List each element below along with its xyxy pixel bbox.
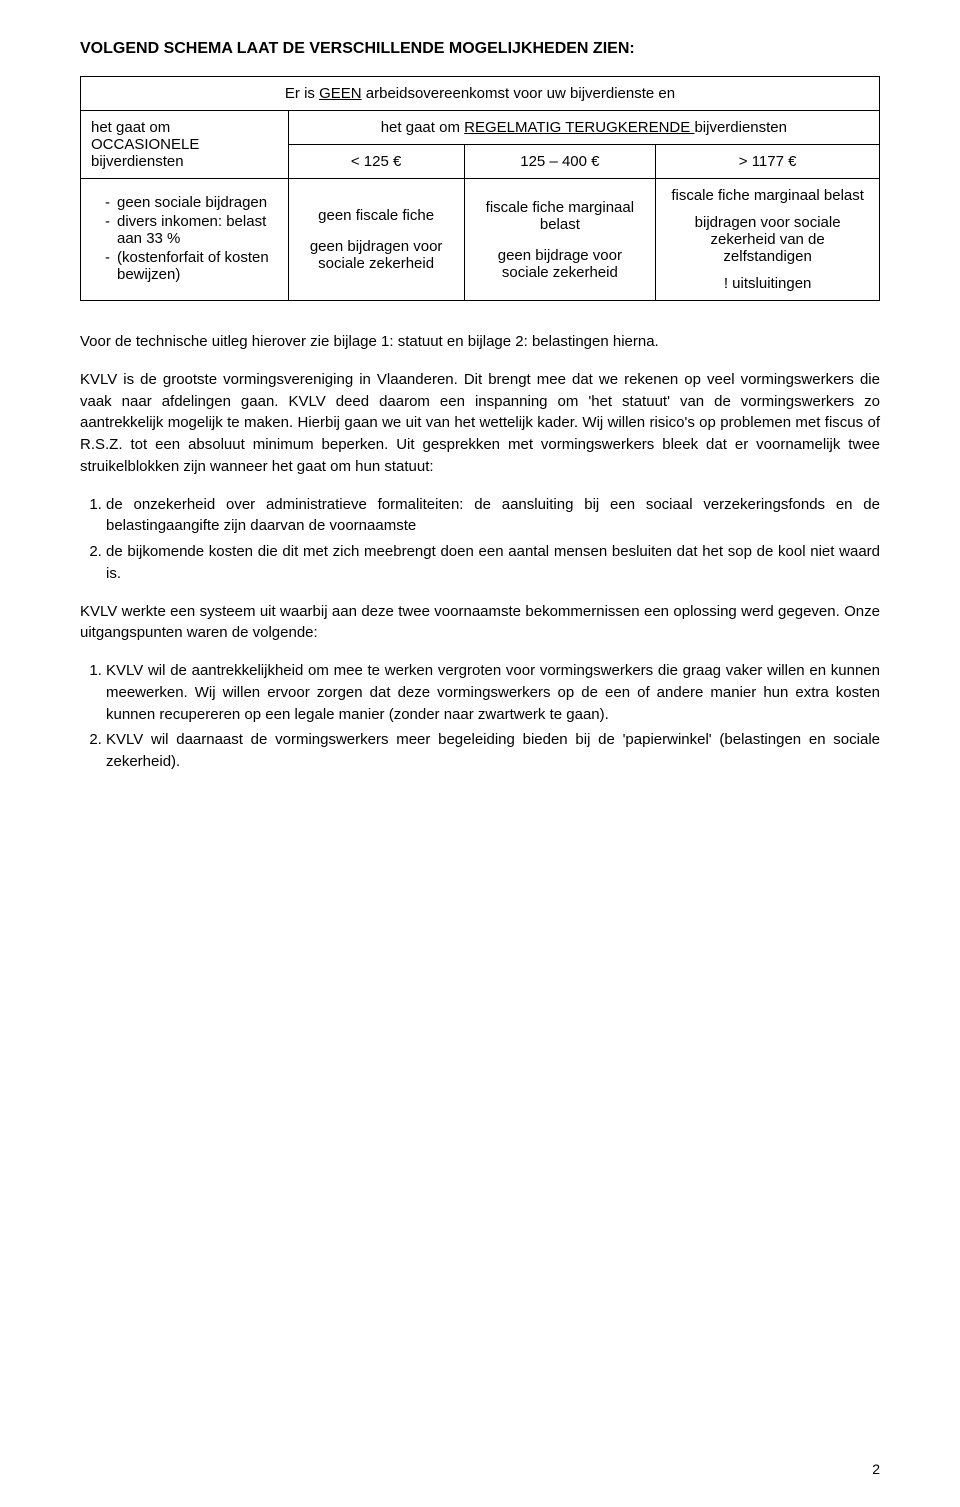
cell-a-top: geen fiscale fiche [299,207,454,224]
cell-b-bot: geen bijdrage voor sociale zekerheid [475,247,646,281]
col1-header: het gaat om OCCASIONELE bijverdiensten [81,111,289,179]
range-b: 125 – 400 € [464,145,656,179]
row-left-item: divers inkomen: belast aan 33 % [105,213,278,247]
range-a: < 125 € [288,145,464,179]
cell-c-bot: ! uitsluitingen [666,275,869,292]
cell-b: fiscale fiche marginaal belast geen bijd… [464,179,656,301]
row-left-item: (kostenforfait of kosten bewijzen) [105,249,278,283]
page-heading: VOLGEND SCHEMA LAAT DE VERSCHILLENDE MOG… [80,40,880,58]
page-number: 2 [872,1461,880,1477]
regelmatig-underlined: REGELMATIG TERUGKERENDE [464,119,694,136]
document-page: VOLGEND SCHEMA LAAT DE VERSCHILLENDE MOG… [0,0,960,1507]
row-left-list: geen sociale bijdragen divers inkomen: b… [81,179,289,301]
list-item: KVLV wil daarnaast de vormingswerkers me… [106,729,880,773]
list-1: de onzekerheid over administratieve form… [80,494,880,585]
list-item: de bijkomende kosten die dit met zich me… [106,541,880,585]
list-item: KVLV wil de aantrekkelijkheid om mee te … [106,660,880,725]
col2-header: het gaat om REGELMATIG TERUGKERENDE bijv… [288,111,879,145]
regelmatig-prefix: het gaat om [381,119,464,136]
cell-a: geen fiscale fiche geen bijdragen voor s… [288,179,464,301]
regelmatig-suffix: bijverdiensten [694,119,787,136]
top-prefix: Er is [285,85,319,102]
cell-b-top: fiscale fiche marginaal belast [475,199,646,233]
table-row: geen sociale bijdragen divers inkomen: b… [81,179,880,301]
schema-table: Er is GEEN arbeidsovereenkomst voor uw b… [80,76,880,301]
top-underlined: GEEN [319,85,362,102]
body-text: Voor de technische uitleg hierover zie b… [80,331,880,773]
paragraph-3: KVLV werkte een systeem uit waarbij aan … [80,601,880,645]
list-item: de onzekerheid over administratieve form… [106,494,880,538]
cell-c-mid: bijdragen voor sociale zekerheid van de … [666,214,869,265]
top-merged-cell: Er is GEEN arbeidsovereenkomst voor uw b… [81,77,880,111]
paragraph-1: Voor de technische uitleg hierover zie b… [80,331,880,353]
cell-c-top: fiscale fiche marginaal belast [666,187,869,204]
paragraph-2: KVLV is de grootste vormingsvereniging i… [80,369,880,478]
top-suffix: arbeidsovereenkomst voor uw bijverdienst… [362,85,676,102]
cell-a-bot: geen bijdragen voor sociale zekerheid [299,238,454,272]
list-2: KVLV wil de aantrekkelijkheid om mee te … [80,660,880,773]
table-row: Er is GEEN arbeidsovereenkomst voor uw b… [81,77,880,111]
row-left-item: geen sociale bijdragen [105,194,278,211]
table-row: het gaat om OCCASIONELE bijverdiensten h… [81,111,880,145]
range-c: > 1177 € [656,145,880,179]
cell-c: fiscale fiche marginaal belast bijdragen… [656,179,880,301]
